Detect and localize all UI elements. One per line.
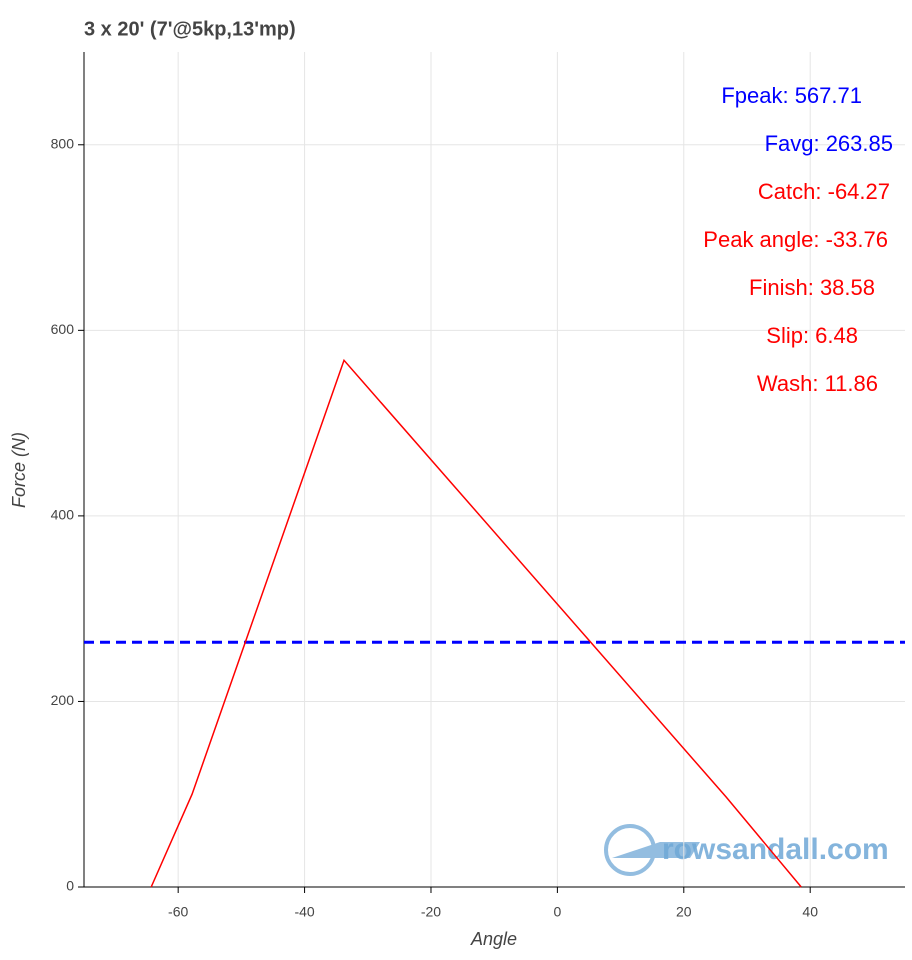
y-tick-label: 800: [51, 135, 75, 151]
logo-icon: [604, 824, 700, 876]
x-tick-label: 20: [676, 904, 692, 920]
annotation: Finish: 38.58: [749, 275, 875, 300]
x-axis-label: Angle: [470, 929, 517, 949]
x-tick-label: -40: [294, 904, 314, 920]
x-tick-label: -20: [421, 904, 441, 920]
y-axis-label: Force (N): [9, 432, 29, 508]
y-tick-label: 600: [51, 321, 75, 337]
annotation: Favg: 263.85: [765, 131, 893, 156]
y-tick-label: 200: [51, 692, 75, 708]
x-tick-label: 0: [553, 904, 561, 920]
watermark: rowsandall.com: [662, 833, 889, 866]
force-curve: [150, 358, 802, 888]
annotation: Slip: 6.48: [766, 323, 858, 348]
annotation: Peak angle: -33.76: [703, 227, 888, 252]
y-tick-label: 0: [66, 878, 74, 894]
x-tick-label: 40: [802, 904, 818, 920]
annotation: Fpeak: 567.71: [721, 83, 862, 108]
annotation: Catch: -64.27: [758, 179, 890, 204]
chart-title: 3 x 20' (7'@5kp,13'mp): [84, 18, 296, 40]
y-tick-label: 400: [51, 507, 75, 523]
annotation: Wash: 11.86: [757, 371, 878, 396]
x-tick-label: -60: [168, 904, 188, 920]
